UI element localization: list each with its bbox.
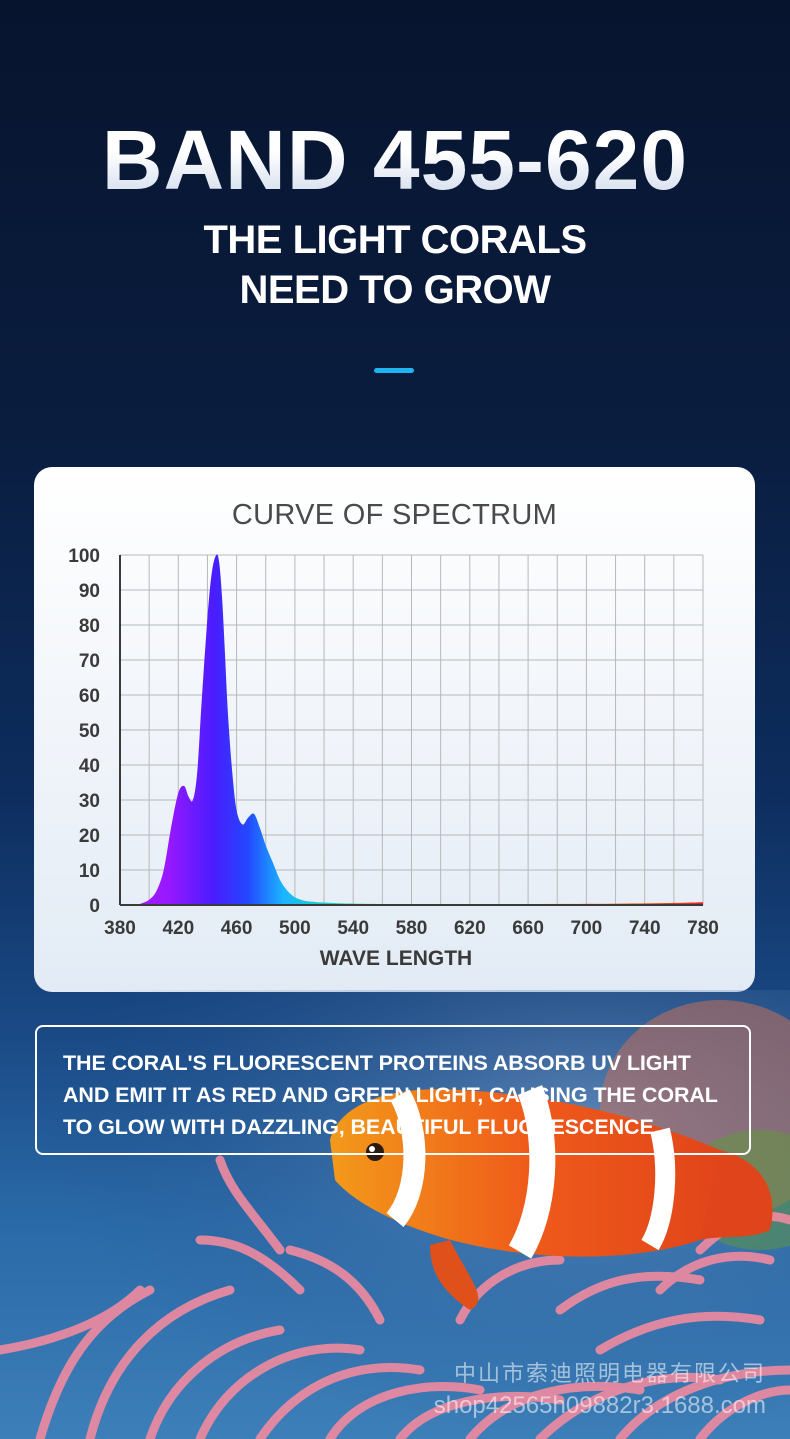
x-tick-label: 380	[104, 918, 136, 939]
subtitle-line-2: NEED TO GROW	[239, 268, 551, 312]
x-tick-label: 780	[687, 918, 719, 939]
y-tick-label: 50	[79, 721, 100, 742]
y-tick-label: 0	[89, 896, 100, 917]
watermark-url: shop42565h09882r3.1688.com	[433, 1392, 766, 1419]
subtitle-line-1: THE LIGHT CORALS	[203, 218, 587, 262]
y-tick-label: 100	[68, 546, 100, 567]
y-tick-label: 60	[79, 686, 100, 707]
x-tick-label: 500	[279, 918, 311, 939]
y-tick-label: 20	[79, 826, 100, 847]
x-tick-label: 580	[396, 918, 428, 939]
x-axis-label: WAVE LENGTH	[320, 947, 472, 970]
x-tick-label: 700	[571, 918, 603, 939]
spectrum-area	[120, 554, 703, 905]
page-title: BAND 455-620	[0, 112, 790, 209]
y-tick-label: 80	[79, 616, 100, 637]
accent-divider	[374, 368, 414, 373]
clownfish	[330, 1085, 773, 1310]
info-box: THE CORAL'S FLUORESCENT PROTEINS ABSORB …	[35, 1025, 751, 1155]
x-tick-label: 660	[512, 918, 544, 939]
x-tick-label: 740	[629, 918, 661, 939]
y-tick-label: 90	[79, 581, 100, 602]
spectrum-chart-card: CURVE OF SPECTRUM 100 90 80 70 60 50 40 30 20 10 0…	[34, 467, 755, 992]
watermark-company: 中山市索迪照明电器有限公司	[453, 1361, 766, 1386]
x-tick-label: 540	[337, 918, 369, 939]
clownfish-photo	[0, 990, 790, 1439]
y-tick-label: 30	[79, 791, 100, 812]
y-tick-label: 10	[79, 861, 100, 882]
x-tick-label: 460	[221, 918, 253, 939]
chart-title: CURVE OF SPECTRUM	[231, 499, 558, 531]
x-tick-label: 620	[454, 918, 486, 939]
info-text: THE CORAL'S FLUORESCENT PROTEINS ABSORB …	[63, 1051, 718, 1139]
y-tick-label: 70	[79, 651, 100, 672]
x-tick-label: 420	[162, 918, 194, 939]
y-tick-label: 40	[79, 756, 100, 777]
